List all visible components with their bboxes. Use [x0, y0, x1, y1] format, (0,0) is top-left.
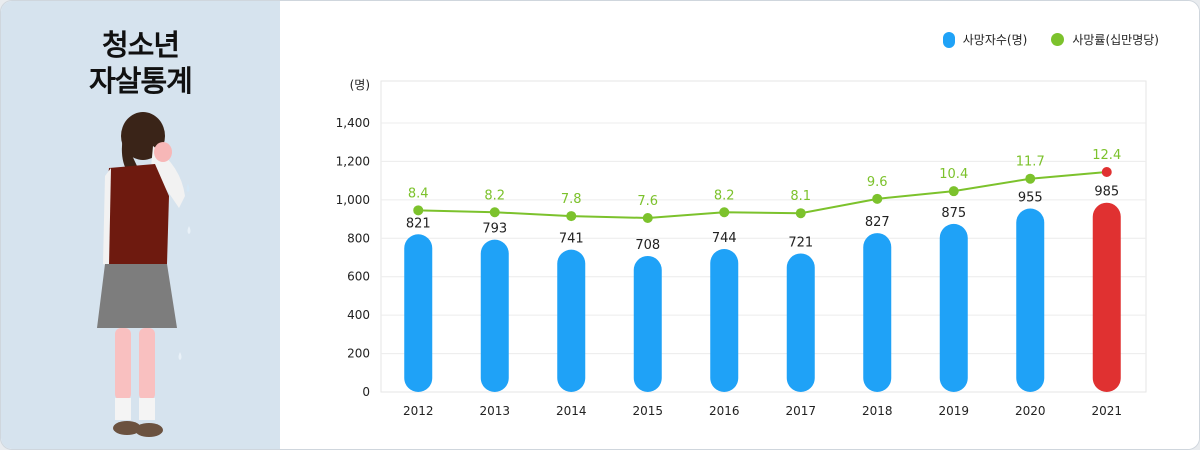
bar-value-label: 821: [406, 216, 431, 231]
title-line-1: 청소년: [101, 28, 180, 62]
y-tick-label: 600: [347, 270, 370, 284]
bar-value-label: 744: [712, 231, 737, 246]
rate-value-label: 8.1: [790, 189, 811, 204]
bar-value-label: 827: [865, 215, 890, 230]
rate-point: [872, 193, 883, 204]
page-title: 청소년 자살통계: [1, 27, 280, 99]
bar: [1092, 202, 1121, 392]
x-tick-label: 2019: [938, 404, 969, 418]
bar-value-label: 741: [559, 232, 584, 247]
bar-value-label: 721: [788, 235, 813, 250]
legend-label-deaths: 사망자수(명): [962, 33, 1028, 47]
bar-value-label: 708: [635, 238, 660, 253]
bar: [786, 253, 815, 392]
y-axis-unit: (명): [350, 78, 370, 92]
rate-value-label: 8.4: [408, 186, 429, 201]
x-tick-label: 2020: [1015, 404, 1046, 418]
rate-point: [413, 205, 424, 216]
x-tick-label: 2018: [862, 404, 893, 418]
y-tick-label: 400: [347, 308, 370, 322]
rate-point: [1025, 173, 1036, 184]
x-tick-label: 2013: [479, 404, 510, 418]
y-tick-label: 1,200: [336, 154, 370, 168]
legend-label-rate: 사망률(십만명당): [1072, 33, 1159, 47]
bar: [480, 239, 509, 392]
rate-value-label: 8.2: [484, 188, 505, 203]
y-tick-label: 1,000: [336, 193, 370, 207]
bar: [863, 233, 892, 392]
legend-item-deaths: 사망자수(명): [942, 31, 1028, 48]
title-panel: 청소년 자살통계: [1, 1, 280, 449]
bar-value-label: 875: [941, 206, 966, 221]
rate-value-label: 11.7: [1016, 155, 1045, 170]
y-tick-label: 800: [347, 231, 370, 245]
rate-point: [1101, 167, 1112, 177]
bar: [1016, 208, 1045, 392]
rate-value-label: 9.6: [867, 175, 888, 190]
rate-point: [489, 207, 500, 218]
rate-value-label: 7.6: [637, 194, 658, 209]
bar-value-label: 793: [482, 222, 507, 237]
y-tick-label: 200: [347, 347, 370, 361]
chart-svg: 0 200 400 600 800 1,000 1,200 1,400 (명) 821 2012 79…: [336, 78, 1147, 418]
x-tick-label: 2017: [785, 404, 816, 418]
y-tick-label: 0: [362, 385, 370, 399]
rate-point: [948, 186, 959, 197]
y-tick-label: 1,400: [336, 116, 370, 130]
rate-point: [719, 207, 730, 218]
rate-line: [418, 171, 1107, 220]
bar: [633, 255, 662, 392]
rate-value-label: 8.2: [714, 188, 735, 203]
bar: [404, 234, 433, 392]
plot-area-border: [380, 80, 1147, 393]
rate-value-label: 7.8: [561, 192, 582, 207]
rate-point: [566, 211, 577, 222]
legend-item-rate: 사망률(십만명당): [1051, 31, 1159, 48]
bar-value-label: 985: [1094, 185, 1119, 200]
bar-value-label: 955: [1018, 191, 1043, 206]
x-tick-label: 2012: [403, 404, 434, 418]
legend-dot-swatch: [1051, 33, 1065, 46]
legend-bar-swatch: [942, 31, 955, 48]
rate-point: [795, 208, 806, 219]
title-line-2: 자살통계: [89, 64, 193, 98]
crying-girl-icon: [97, 112, 191, 437]
bar: [939, 223, 968, 392]
rate-point: [642, 213, 653, 223]
x-tick-label: 2014: [556, 404, 587, 418]
rate-value-label: 12.4: [1092, 148, 1121, 163]
x-tick-label: 2015: [632, 404, 663, 418]
rate-value-label: 10.4: [939, 167, 968, 182]
chart-legend: 사망자수(명) 사망률(십만명당): [942, 31, 1159, 48]
chart-panel: 사망자수(명) 사망률(십만명당) 0 200 400 600 800 1,000 1,20…: [280, 1, 1199, 449]
bar: [557, 249, 586, 392]
x-tick-label: 2021: [1091, 404, 1122, 418]
bar: [710, 249, 739, 392]
x-tick-label: 2016: [709, 404, 740, 418]
